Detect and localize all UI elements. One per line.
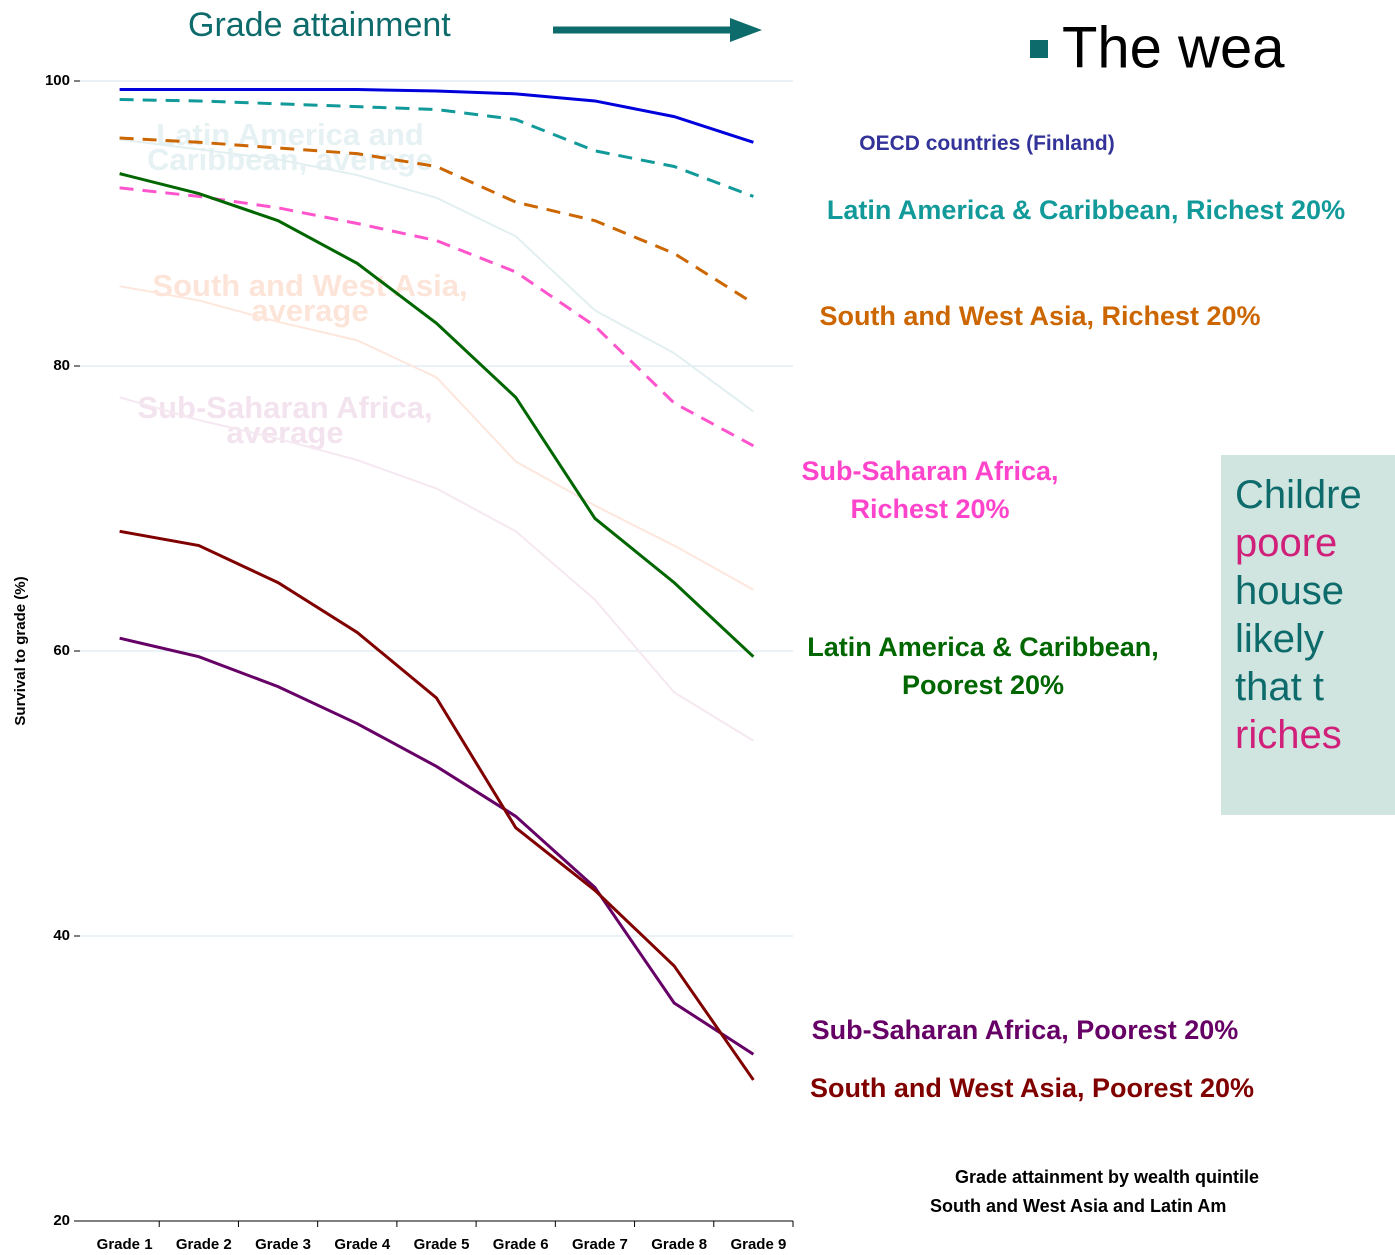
y-tick-label: 100 bbox=[45, 72, 70, 89]
series-line bbox=[119, 98, 754, 198]
series-line bbox=[119, 285, 754, 591]
x-tick-label: Grade 4 bbox=[334, 1236, 391, 1253]
x-tick-label: Grade 6 bbox=[493, 1236, 549, 1253]
callout-line: likely bbox=[1235, 617, 1324, 661]
callout-line: poore bbox=[1235, 521, 1338, 565]
series-line bbox=[119, 172, 755, 658]
y-tick-label: 20 bbox=[53, 1212, 70, 1229]
series-label: Latin America & Caribbean, Poorest 20% bbox=[807, 632, 1159, 700]
series-label: South and West Asia, Richest 20% bbox=[819, 301, 1261, 331]
callout-line: house bbox=[1235, 569, 1344, 613]
series-label: Latin America & Caribbean, Richest 20% bbox=[826, 195, 1346, 225]
series-line bbox=[119, 396, 754, 742]
series-line bbox=[119, 88, 754, 144]
x-tick-label: Grade 9 bbox=[730, 1236, 786, 1253]
x-tick-label: Grade 7 bbox=[572, 1236, 628, 1253]
y-tick-label: 40 bbox=[53, 927, 70, 944]
series-label: Sub-Saharan Africa, average bbox=[137, 390, 433, 450]
x-tick-label: Grade 1 bbox=[97, 1236, 153, 1253]
footnote: South and West Asia and Latin Am bbox=[930, 1196, 1226, 1216]
series-line bbox=[119, 138, 754, 413]
chart-title: Grade attainment bbox=[188, 6, 451, 44]
heading: The wea bbox=[1062, 15, 1285, 80]
series-line bbox=[119, 186, 755, 448]
series-label: South and West Asia, Poorest 20% bbox=[809, 1073, 1255, 1103]
y-tick-label: 60 bbox=[53, 642, 70, 659]
y-tick-label: 80 bbox=[53, 357, 70, 374]
callout-box: Childre poore house likely that t riches bbox=[1221, 455, 1395, 815]
x-tick-label: Grade 2 bbox=[176, 1236, 232, 1253]
y-axis-label: Survival to grade (%) bbox=[12, 576, 29, 725]
series-line bbox=[119, 136, 755, 305]
callout-line: Childre bbox=[1235, 473, 1362, 517]
callout-line: that t bbox=[1235, 665, 1324, 709]
x-tick-label: Grade 3 bbox=[255, 1236, 311, 1253]
series-label: Sub-Saharan Africa, Poorest 20% bbox=[811, 1015, 1239, 1045]
x-tick-label: Grade 8 bbox=[651, 1236, 707, 1253]
bullet bbox=[1030, 40, 1048, 58]
footnote: Grade attainment by wealth quintile bbox=[955, 1167, 1259, 1187]
arrow-head bbox=[730, 18, 762, 42]
series-label: South and West Asia, average bbox=[152, 268, 468, 328]
series-label: OECD countries (Finland) bbox=[859, 132, 1115, 155]
x-tick-label: Grade 5 bbox=[414, 1236, 470, 1253]
series-label: Sub-Saharan Africa, Richest 20% bbox=[801, 456, 1059, 524]
callout-line: riches bbox=[1235, 713, 1342, 757]
series-line bbox=[119, 529, 755, 1081]
series-line bbox=[119, 636, 755, 1056]
